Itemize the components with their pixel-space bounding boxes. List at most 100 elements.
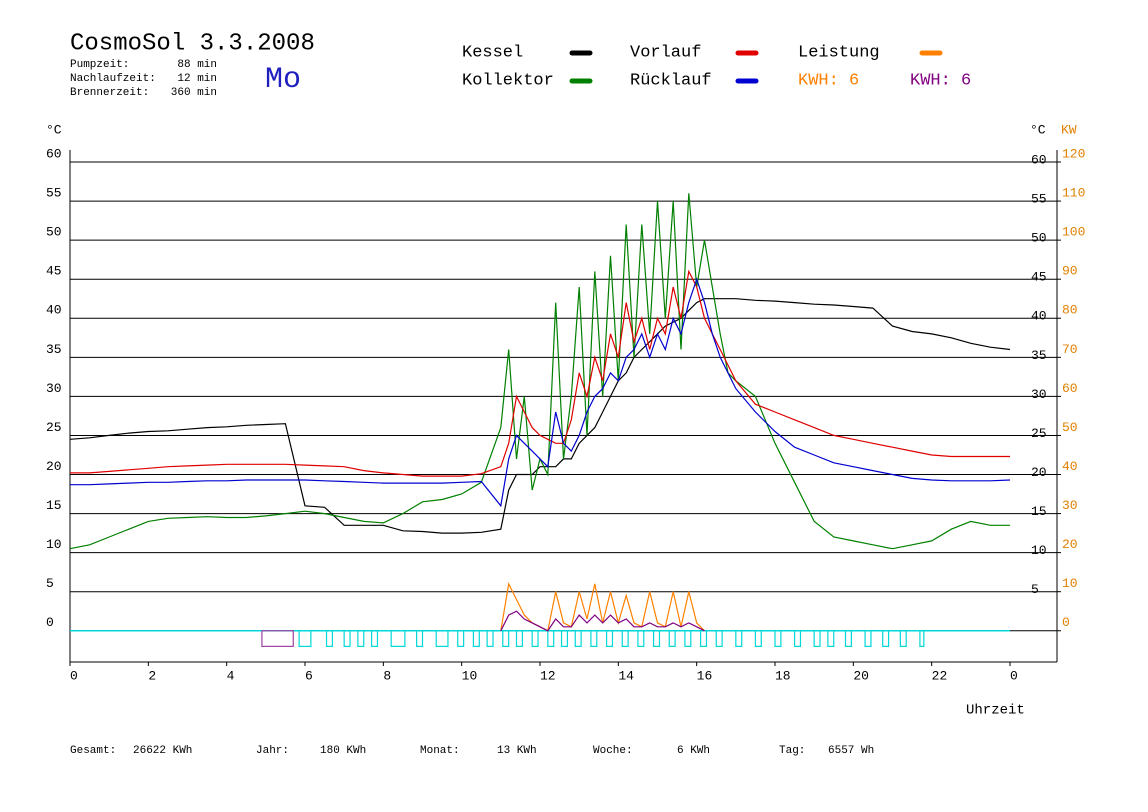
y-right-tick-label: 55 — [1031, 192, 1047, 207]
series-line — [70, 277, 1011, 508]
y-tick-label: 10 — [46, 537, 62, 552]
stat-label: Pumpzeit: — [70, 59, 129, 71]
total-value: 180 KWh — [320, 745, 366, 757]
y2-tick-label: 80 — [1062, 303, 1078, 318]
pump-run — [774, 630, 782, 647]
total-value: 6 KWh — [677, 745, 710, 757]
y-tick-label: 40 — [46, 303, 62, 318]
y2-tick-label: 100 — [1062, 225, 1085, 240]
pump-run — [547, 630, 555, 647]
pump-run — [574, 630, 582, 647]
legend-label: Vorlauf — [630, 43, 701, 62]
y2-tick-label: 10 — [1062, 576, 1078, 591]
y-axis-label: °C — [46, 122, 62, 137]
pump-run — [370, 630, 379, 647]
y-tick-label: 15 — [46, 498, 62, 513]
series-line — [69, 193, 1010, 550]
legend-label: Kollektor — [462, 71, 554, 90]
y2-tick-label: 120 — [1062, 146, 1085, 161]
pump-run — [754, 630, 762, 647]
y2-tick-label: 40 — [1062, 459, 1078, 474]
pump-run — [515, 630, 523, 647]
y-tick-label: 5 — [46, 576, 54, 591]
pump-run — [390, 630, 406, 647]
x-tick-label: 4 — [227, 668, 235, 683]
stat-value: 12 min — [177, 73, 217, 85]
y-tick-label: 35 — [46, 342, 62, 357]
pump-run — [699, 630, 708, 647]
pump-run — [502, 630, 510, 647]
y-right-tick-label: 10 — [1031, 543, 1047, 558]
pump-run — [357, 630, 365, 647]
y-right-tick-label: 50 — [1031, 231, 1047, 246]
x-tick-label: 14 — [618, 668, 634, 683]
x-tick-label: 16 — [697, 668, 713, 683]
pump-run — [590, 630, 598, 647]
y2-tick-label: 50 — [1062, 420, 1078, 435]
axes — [69, 150, 1058, 663]
y2-axis-label: KW — [1061, 122, 1077, 137]
pump-run — [637, 630, 645, 647]
y-tick-label: 30 — [46, 381, 62, 396]
stat-value: 88 min — [177, 59, 217, 71]
pump-run — [844, 630, 852, 647]
pump-run — [343, 630, 351, 647]
x-tick-label: 8 — [383, 668, 391, 683]
stat-label: Nachlaufzeit: — [70, 73, 156, 85]
pump-run — [560, 630, 569, 647]
legend-label: Leistung — [798, 43, 880, 62]
total-label: Tag: — [779, 745, 805, 757]
pump-run — [298, 630, 312, 647]
pump-run — [827, 630, 835, 647]
x-tick-label: 6 — [305, 668, 313, 683]
y-right-tick-label: 5 — [1031, 582, 1039, 597]
y-right-tick-label: 25 — [1031, 426, 1047, 441]
y-right-tick-label: 15 — [1031, 504, 1047, 519]
y2-tick-label: 110 — [1062, 186, 1085, 201]
stat-value: 360 min — [171, 87, 217, 99]
pump-run — [325, 630, 334, 647]
x-axis-label: Uhrzeit — [966, 703, 1025, 719]
pump-run — [457, 630, 465, 647]
y-tick-label: 25 — [46, 420, 62, 435]
total-value: 6557 Wh — [828, 745, 874, 757]
series-line — [500, 610, 705, 632]
y-right-tick-label: 60 — [1031, 152, 1047, 167]
legend-label: KWH: 6 — [910, 71, 971, 90]
pump-run — [531, 630, 539, 647]
y-right-tick-label: 40 — [1031, 309, 1047, 324]
pump-run — [813, 630, 821, 647]
y-right-tick-label: 45 — [1031, 270, 1047, 285]
pump-run — [605, 630, 614, 647]
weekday: Mo — [265, 63, 301, 97]
pump-run — [472, 630, 480, 647]
pump-run — [793, 630, 802, 647]
series-line — [69, 298, 1011, 534]
chart-title: CosmoSol 3.3.2008 — [70, 30, 315, 57]
x-tick-label: 22 — [932, 668, 948, 683]
y2-tick-label: 70 — [1062, 342, 1078, 357]
x-tick-label: 2 — [148, 668, 156, 683]
legend-kwh: KWH: 6 — [798, 71, 859, 90]
pump-run — [715, 630, 723, 647]
y-tick-label: 60 — [46, 146, 62, 161]
x-tick-label: 10 — [462, 668, 478, 683]
legend-label: Kessel — [462, 43, 523, 62]
x-tick-label: 20 — [853, 668, 869, 683]
y-tick-label: 55 — [46, 186, 62, 201]
x-tick-label: 0 — [1010, 668, 1018, 683]
y-tick-label: 45 — [46, 264, 62, 279]
y2-tick-label: 60 — [1062, 381, 1078, 396]
pump-run — [668, 630, 676, 647]
total-value: 13 KWh — [497, 745, 537, 757]
series-line — [70, 269, 1010, 477]
x-tick-label: 12 — [540, 668, 556, 683]
y-tick-label: 50 — [46, 225, 62, 240]
burner-run — [261, 630, 294, 647]
y2-tick-label: 20 — [1062, 537, 1078, 552]
pump-run — [882, 630, 890, 647]
y-tick-label: 0 — [46, 615, 54, 630]
total-label: Gesamt: — [70, 745, 116, 757]
y-right-axis-label: °C — [1030, 122, 1046, 137]
x-tick-label: 0 — [70, 668, 78, 683]
